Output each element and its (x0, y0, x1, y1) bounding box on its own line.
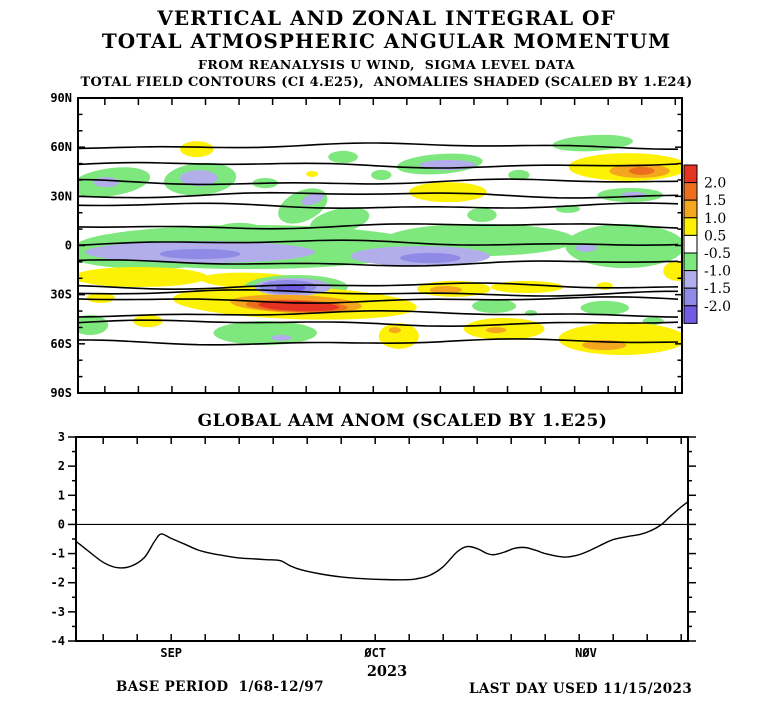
month-tick-label: ØCT (363, 646, 386, 660)
x-axis-year-label: 2023 (366, 663, 408, 680)
latitude-tick-label: 60S (50, 337, 72, 351)
latitude-tick-label: 30N (50, 189, 72, 203)
latitude-tick-label: 30S (50, 288, 72, 302)
colorbar-level-label: 1.0 (704, 211, 726, 227)
value-tick-label: -1 (51, 547, 65, 561)
colorbar: 2.01.5 1.00.5 -0.5 -1.0-1.5 -2.0 (683, 164, 731, 324)
title-line-2: TOTAL ATMOSPHERIC ANGULAR MOMENTUM (101, 29, 672, 53)
value-tick-label: 2 (58, 459, 65, 473)
title-line-4: TOTAL FIELD CONTOURS (CI 4.E25), ANOMALI… (80, 75, 693, 90)
latitude-tick-label: 90N (50, 91, 72, 105)
colorbar-level-label: -2.0 (704, 299, 731, 315)
latitude-tick-label: 60N (50, 140, 72, 154)
colorbar-level-label: -0.5 (704, 246, 731, 262)
value-tick-label: -3 (51, 605, 65, 619)
title-line-1: VERTICAL AND ZONAL INTEGRAL OF (157, 6, 616, 30)
colorbar-level-label: -1.0 (704, 264, 731, 280)
bottom-chart-title: GLOBAL AAM ANOM (SCALED BY 1.E25) (197, 411, 608, 431)
month-tick-label: SEP (160, 646, 182, 660)
anomaly-shading (78, 134, 682, 355)
value-tick-label: 0 (58, 517, 65, 531)
value-tick-label: -2 (51, 576, 65, 590)
bottom-panel-frame (75, 436, 689, 642)
value-tick-label: 3 (58, 430, 65, 444)
base-period-label: BASE PERIOD 1/68-12/97 (116, 679, 324, 695)
total-field-contours (78, 142, 679, 346)
colorbar-level-label: 2.0 (704, 176, 726, 192)
last-day-used-label: LAST DAY USED 11/15/2023 (469, 681, 693, 697)
colorbar-level-label: 1.5 (704, 193, 726, 209)
colorbar-level-label: -1.5 (704, 281, 731, 297)
title-line-3: FROM REANALYSIS U WIND, SIGMA LEVEL DATA (197, 57, 576, 72)
month-tick-label: NØV (575, 646, 597, 660)
value-tick-label: 1 (58, 488, 65, 502)
latitude-tick-label: 90S (50, 386, 72, 400)
latitude-tick-label: 0 (65, 239, 72, 253)
value-tick-label: -4 (51, 634, 65, 648)
aam-anomaly-line (75, 501, 689, 581)
colorbar-level-label: 0.5 (704, 228, 726, 244)
